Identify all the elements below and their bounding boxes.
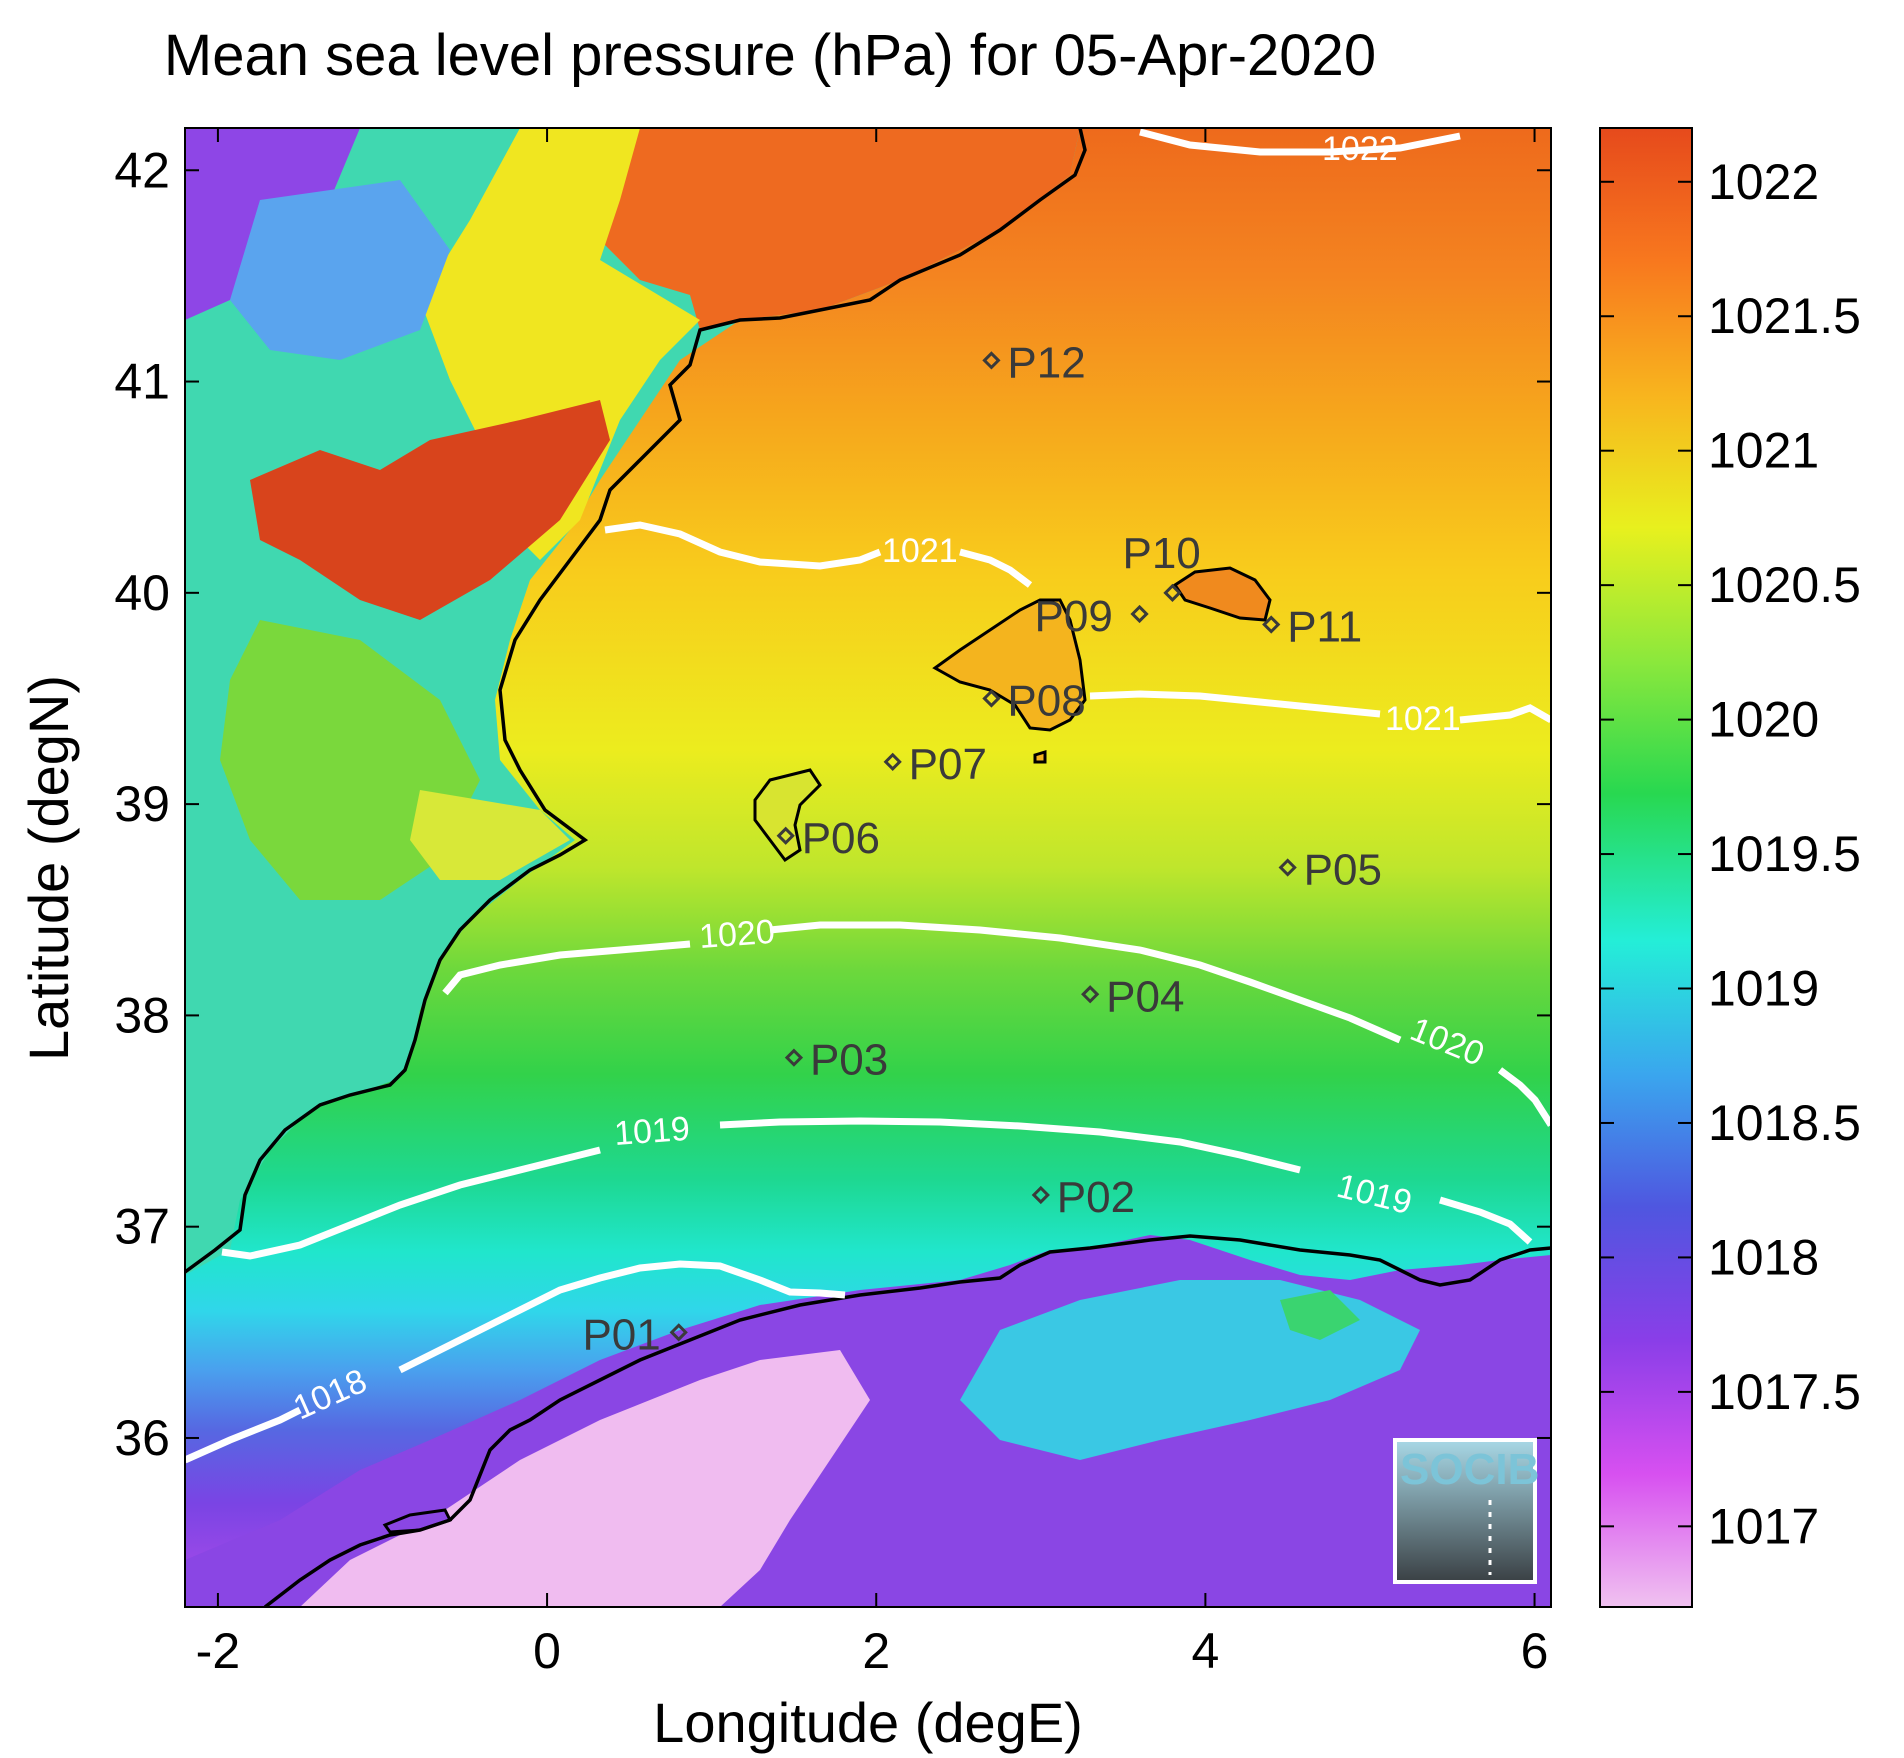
station-marker-p03 [784, 1048, 804, 1067]
station-label-p02: P02 [1057, 1173, 1135, 1222]
colorbar-tick-label: 1021 [1708, 423, 1819, 479]
x-tick-label: 6 [1521, 1623, 1549, 1679]
contour-label-1021-east: 1021 [1385, 700, 1461, 738]
island-menorca [1172, 566, 1272, 622]
colorbar-tick-label: 1021.5 [1708, 288, 1861, 344]
y-tick-label: 38 [114, 987, 170, 1043]
contour-line-1020 [442, 921, 1551, 1127]
map-frame [184, 127, 1552, 1608]
y-tick-label: 40 [114, 565, 170, 621]
colorbar-tick-label: 1019.5 [1708, 826, 1861, 882]
station-marker-p10 [1163, 583, 1182, 602]
station-marker-p02 [1031, 1185, 1050, 1205]
page-title: Mean sea level pressure (hPa) for 05-Apr… [163, 23, 1377, 88]
contour-line-1018 [185, 1260, 846, 1464]
x-tick-label: 4 [1191, 1623, 1219, 1679]
station-marker-p05 [1278, 858, 1297, 877]
station-label-p01: P01 [582, 1310, 660, 1359]
colorbar-tick-label: 1019 [1708, 961, 1819, 1017]
station-marker-p12 [982, 351, 1001, 370]
island-mallorca [932, 598, 1087, 732]
contour-label-1020-center: 1020 [698, 913, 776, 956]
colorbar-tick-label: 1020 [1708, 692, 1819, 748]
x-tick-label: 0 [533, 1623, 561, 1679]
x-tick-label: -2 [196, 1623, 240, 1679]
station-label-p12: P12 [1007, 338, 1085, 387]
x-tick-label: 2 [862, 1623, 890, 1679]
coastline-africa [263, 1234, 1551, 1607]
y-tick-label: 41 [114, 354, 170, 410]
colorbar-tick-label: 1020.5 [1708, 557, 1861, 613]
island-ibiza [753, 768, 822, 863]
y-axis: 36 37 38 39 40 41 42 [114, 142, 1551, 1466]
x-axis: -2 0 2 4 6 [196, 128, 1549, 1679]
colorbar-tick-label: 1022 [1708, 154, 1819, 210]
colorbar-tick-label: 1017 [1708, 1498, 1819, 1554]
colorbar-tick-label: 1018.5 [1708, 1095, 1861, 1151]
station-label-p06: P06 [802, 814, 880, 863]
station-label-p08: P08 [1007, 676, 1085, 725]
africa-land-green-patch [1280, 1290, 1360, 1340]
station-marker-p09 [1130, 604, 1149, 624]
x-axis-label: Longitude (degE) [653, 1691, 1083, 1754]
socib-logo: SOCIB [1393, 1438, 1539, 1584]
station-marker-p07 [883, 752, 902, 771]
station-marker-p08 [982, 689, 1001, 708]
iberia-land [185, 128, 1080, 1275]
map-plot-area: 1022 1021 1021 1020 1020 1019 1019 1018 … [185, 128, 1551, 1607]
iberia-land-north-orange [600, 128, 1080, 330]
africa-land-pink [300, 1350, 870, 1607]
station-label-p11: P11 [1287, 603, 1362, 652]
y-tick-label: 42 [114, 142, 170, 198]
contour-label-1021-north: 1021 [882, 532, 958, 570]
station-marker-p01 [669, 1323, 688, 1342]
colorbar-tick-label: 1017.5 [1708, 1364, 1861, 1420]
contour-line-1019 [221, 1117, 1533, 1260]
contour-line-1022 [1139, 128, 1461, 156]
y-axis-label: Latitude (degN) [17, 675, 80, 1061]
station-label-p09: P09 [1035, 592, 1113, 641]
y-tick-label: 39 [114, 776, 170, 832]
station-label-p04: P04 [1106, 972, 1184, 1021]
station-marker-p04 [1081, 985, 1100, 1004]
iberia-land-red [250, 400, 610, 620]
station-label-p03: P03 [810, 1036, 888, 1085]
y-tick-label: 36 [114, 1410, 170, 1466]
iberia-land-yellow-south [410, 790, 570, 880]
station-marker-p11 [1262, 615, 1281, 634]
contour-line-1021-east [1089, 690, 1551, 724]
island-cabrera [1033, 749, 1047, 764]
station-marker-p06 [776, 826, 795, 845]
colorbar-ticks: 1017 1017.5 1018 1018.5 1019 1019.5 1020 1020.5… [1600, 154, 1861, 1554]
contour-label-1022: 1022 [1322, 130, 1398, 168]
colorbar-tick-label: 1018 [1708, 1229, 1819, 1285]
socib-logo-text: SOCIB [1400, 1445, 1539, 1494]
y-tick-label: 37 [114, 1199, 170, 1255]
contour-line-1021-north [604, 521, 1033, 588]
iberia-land-blue [230, 180, 450, 360]
coastline-iberia [185, 128, 1087, 1274]
station-label-p10: P10 [1122, 529, 1200, 578]
colorbar [1599, 127, 1693, 1608]
contour-label-1019-center: 1019 [613, 1110, 691, 1153]
station-label-p07: P07 [909, 740, 987, 789]
station-label-p05: P05 [1304, 846, 1382, 895]
